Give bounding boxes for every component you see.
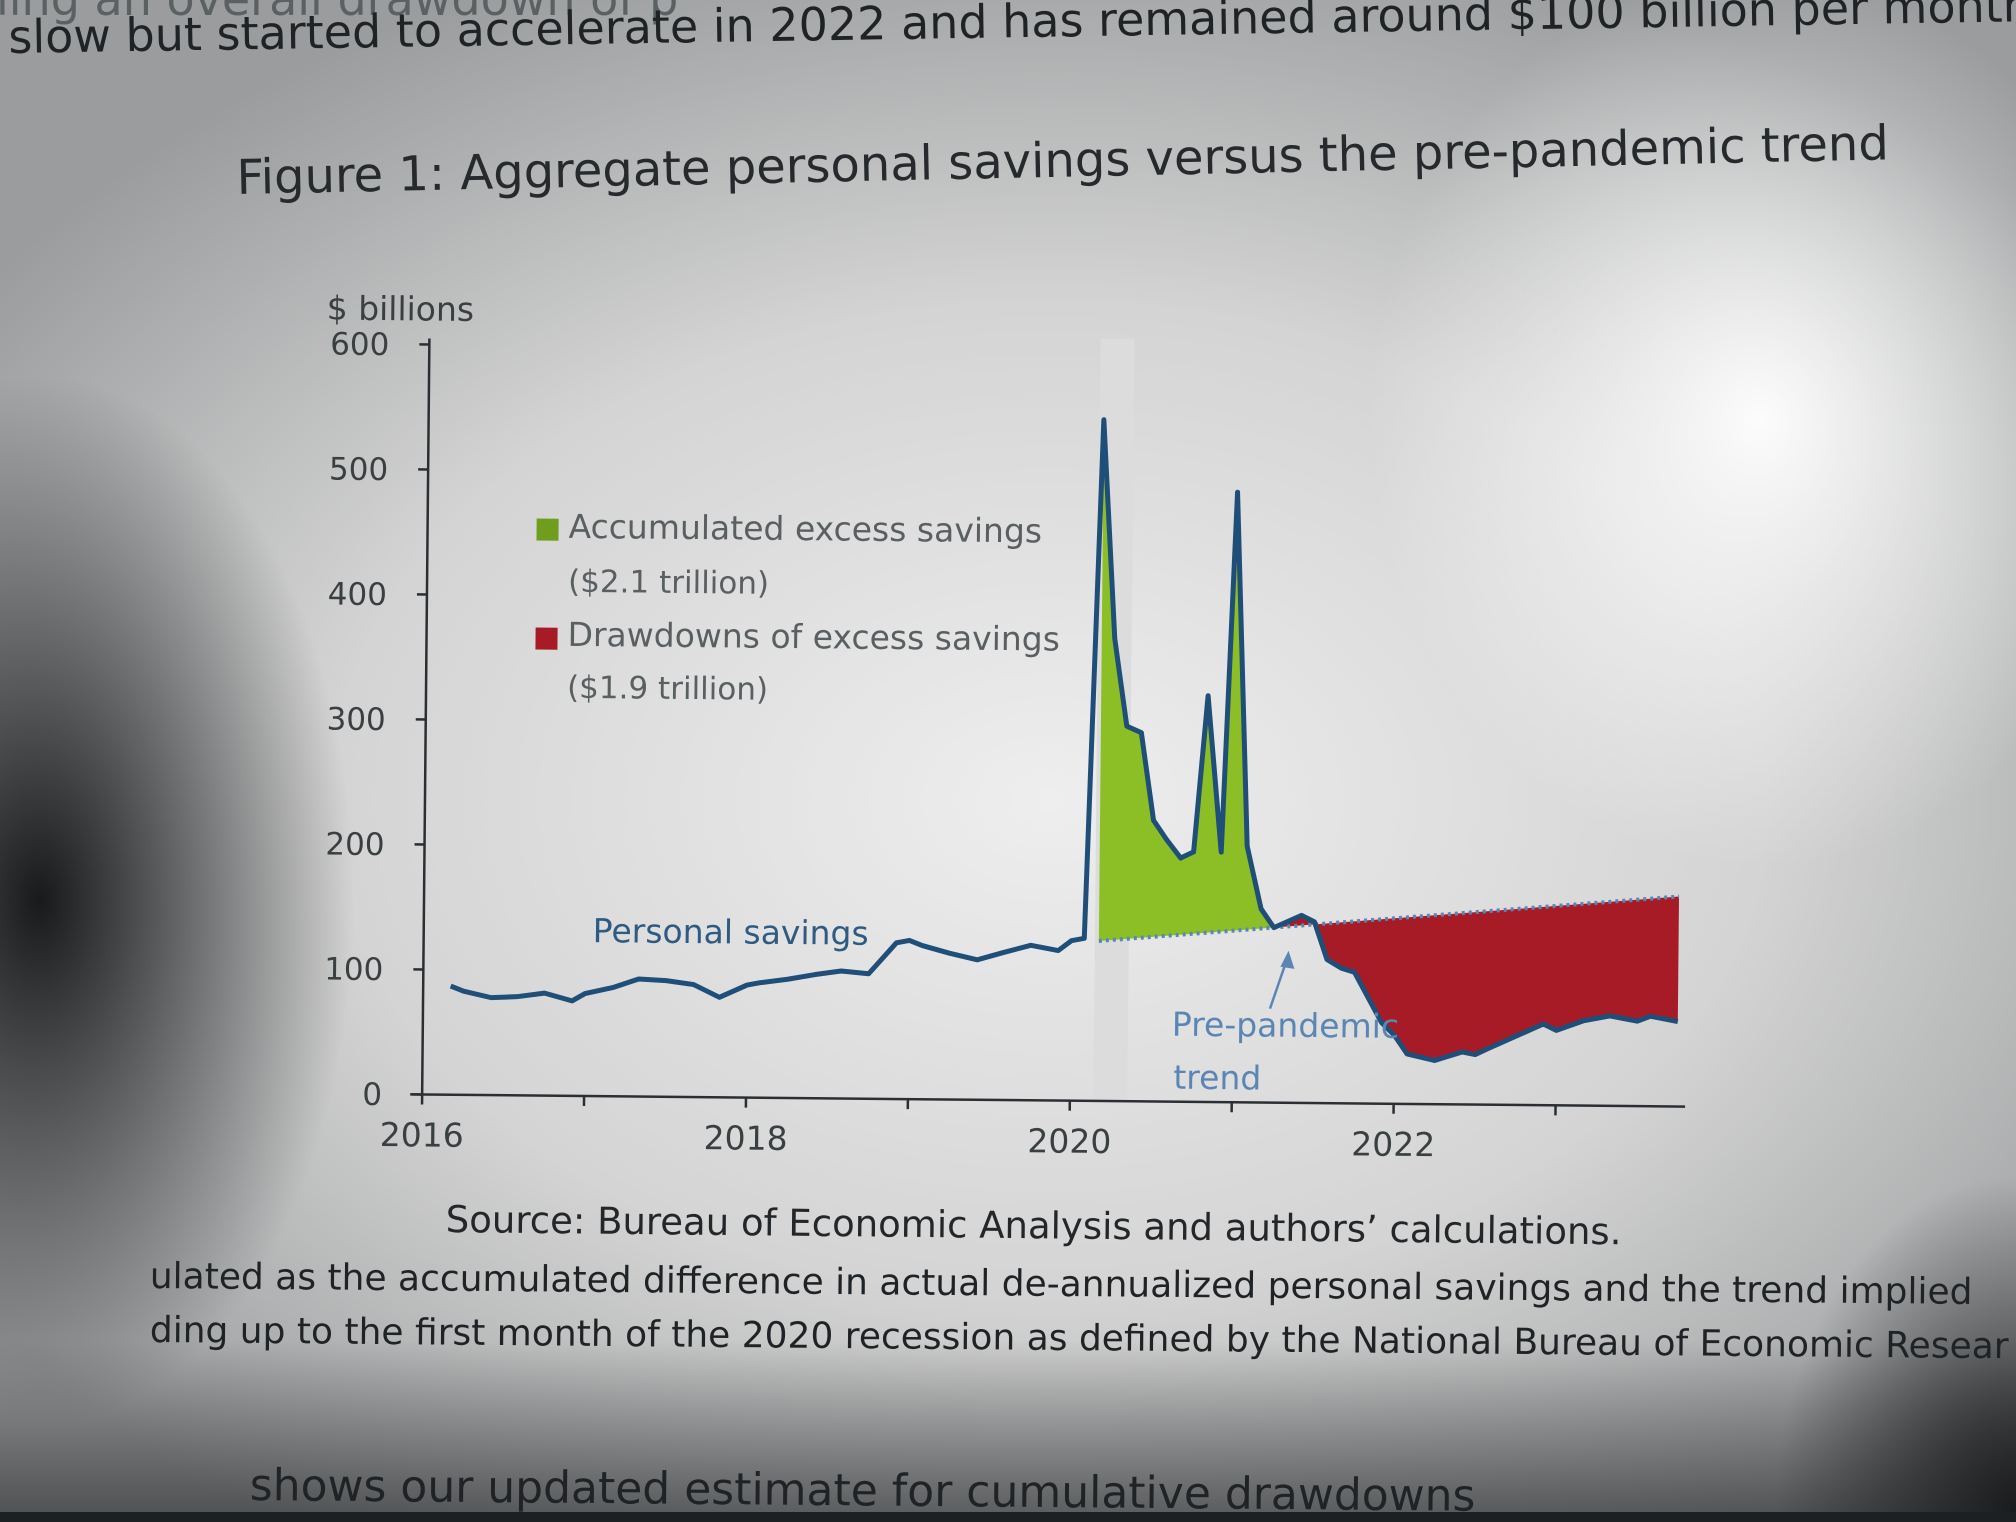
y-tick-label-200: 200 [325, 827, 385, 864]
y-tick-label-300: 300 [326, 702, 386, 739]
legend-detail-drawdown: ($1.9 trillion) [567, 670, 768, 708]
y-tick-label-600: 600 [330, 327, 390, 364]
trend-label-line-1: Pre-pandemic [1172, 1005, 1400, 1046]
legend-detail-excess: ($2.1 trillion) [568, 564, 769, 602]
area-layer [1098, 420, 1684, 1063]
x-tick-label-2020: 2020 [1027, 1121, 1111, 1161]
x-axis-line [410, 1094, 1685, 1106]
legend-swatch-drawdown [535, 628, 557, 650]
y-tick-label-500: 500 [329, 452, 389, 489]
trend-label-line-2: trend [1173, 1058, 1261, 1098]
legend-label-excess: Accumulated excess savings [568, 507, 1042, 551]
y-tick-label-100: 100 [324, 952, 384, 989]
personal-savings-label: Personal savings [593, 911, 869, 953]
x-tick-label-2016: 2016 [380, 1115, 464, 1155]
legend-label-drawdown: Drawdowns of excess savings [567, 615, 1060, 659]
y-axis-label: $ billions [327, 289, 475, 329]
y-tick-label-400: 400 [328, 577, 388, 614]
trend-arrow-head [1280, 951, 1294, 969]
legend-swatch-excess [536, 519, 558, 541]
y-axis-line [422, 339, 429, 1095]
x-tick-label-2022: 2022 [1351, 1124, 1435, 1164]
body-text-line: shows our updated estimate for cumulativ… [250, 1460, 1476, 1522]
y-tick-label-0: 0 [362, 1077, 382, 1113]
x-tick-label-2018: 2018 [703, 1118, 787, 1158]
